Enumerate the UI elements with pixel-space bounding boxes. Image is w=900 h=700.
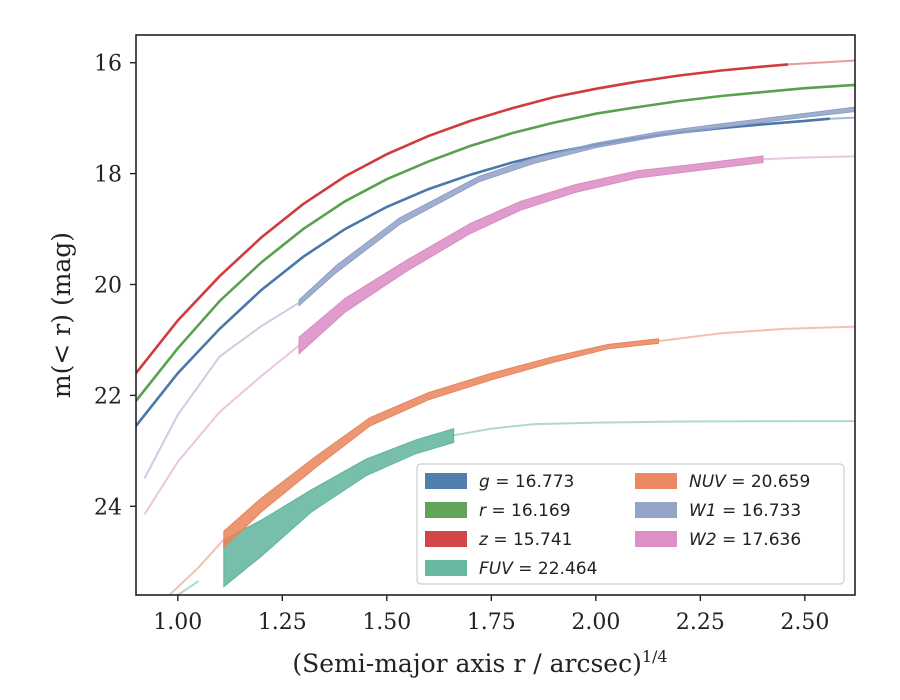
legend-label-fuv: FUV = 22.464 bbox=[479, 559, 597, 579]
extrapolation-line-nuv-3 bbox=[658, 325, 855, 343]
legend-swatch-w1 bbox=[635, 502, 677, 518]
y-tick-label: 18 bbox=[94, 163, 122, 188]
series-line-g bbox=[136, 117, 831, 427]
y-axis-ticks: 16 18 20 22 24 bbox=[94, 52, 136, 520]
legend-label-r: r = 16.169 bbox=[479, 501, 571, 521]
extrapolation-line-w2-6 bbox=[762, 155, 855, 161]
legend: g = 16.773 r = 16.169 z = 15.741 FUV = 22.4… bbox=[416, 463, 845, 585]
x-axis-title: (Semi-major axis r / arcsec)1/4 bbox=[292, 647, 667, 678]
legend-swatch-r bbox=[425, 502, 467, 518]
x-tick-label: 2.25 bbox=[676, 610, 725, 635]
series-band-nuv bbox=[223, 338, 659, 550]
x-tick-label: 2.50 bbox=[780, 610, 829, 635]
y-tick-label: 16 bbox=[94, 52, 122, 77]
extrapolation-line-z-8 bbox=[788, 59, 855, 66]
x-tick-label: 1.50 bbox=[362, 610, 411, 635]
legend-label-z: z = 15.741 bbox=[478, 530, 572, 550]
y-tick-label: 24 bbox=[94, 495, 122, 520]
legend-swatch-g bbox=[425, 473, 467, 489]
legend-label-g: g = 16.773 bbox=[479, 472, 574, 492]
y-tick-label: 20 bbox=[94, 274, 122, 299]
legend-swatch-nuv bbox=[635, 473, 677, 489]
plot-frame bbox=[135, 34, 856, 596]
legend-label-nuv: NUV = 20.659 bbox=[689, 472, 810, 492]
series-line-z bbox=[136, 63, 789, 375]
x-tick-label: 1.00 bbox=[153, 610, 202, 635]
legend-frame bbox=[416, 463, 845, 585]
series-band-w1 bbox=[298, 106, 855, 307]
y-tick-label: 22 bbox=[94, 384, 122, 409]
x-tick-label: 1.25 bbox=[258, 610, 307, 635]
legend-label-w1: W1 = 16.733 bbox=[689, 501, 801, 521]
x-axis-ticks: 1.00 1.25 1.50 1.75 2.00 2.25 2.50 bbox=[153, 595, 829, 635]
x-tick-label: 1.75 bbox=[467, 610, 516, 635]
extrapolation-line-fuv-4 bbox=[177, 580, 200, 595]
series-band-fuv bbox=[223, 428, 455, 588]
extrapolation-line-nuv-2 bbox=[168, 538, 225, 595]
extrapolation-line-g-7 bbox=[829, 116, 855, 120]
legend-swatch-w2 bbox=[635, 531, 677, 547]
legend-swatch-z bbox=[425, 531, 467, 547]
extrapolation-line-fuv-5 bbox=[453, 420, 855, 437]
legend-label-w2: W2 = 17.636 bbox=[689, 530, 801, 550]
extrapolation-line-w1-0 bbox=[143, 301, 300, 480]
series-band-w2 bbox=[298, 155, 764, 355]
extrapolation-line-w2-1 bbox=[143, 344, 300, 516]
y-axis-title: m(< r) (mag) bbox=[47, 232, 76, 398]
x-tick-label: 2.00 bbox=[571, 610, 620, 635]
series-layer bbox=[136, 59, 855, 595]
legend-swatch-fuv bbox=[425, 560, 467, 576]
series-line-r bbox=[136, 83, 855, 402]
